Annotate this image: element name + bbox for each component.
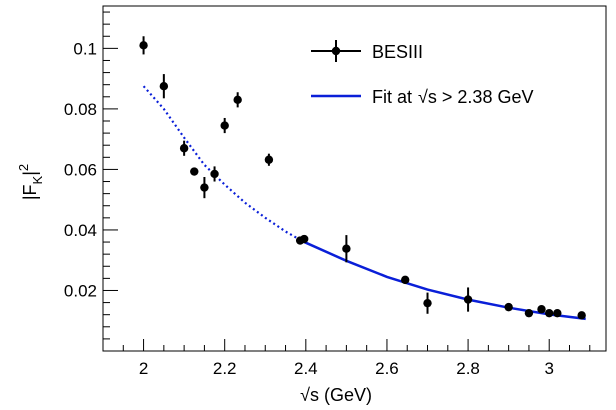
data-point (342, 235, 351, 263)
data-point-marker (190, 167, 199, 176)
data-point-marker (159, 81, 169, 91)
data-point-marker (342, 244, 351, 253)
fit-curve-extrapolated (142, 85, 299, 240)
legend-fit-label: Fit at √s > 2.38 GeV (372, 87, 533, 107)
y-tick-label: 0.04 (64, 221, 97, 240)
x-tick-label: 2.2 (213, 359, 237, 378)
data-point (537, 305, 546, 314)
data-point (577, 311, 586, 320)
data-point-marker (537, 305, 546, 314)
x-axis-label-text: s (GeV) (310, 385, 372, 405)
data-point (463, 287, 473, 312)
legend-besiii-marker (331, 46, 341, 56)
fit-curve-solid (297, 237, 586, 321)
data-point (139, 36, 148, 55)
data-point (264, 153, 274, 166)
data-point (524, 308, 534, 318)
data-point (401, 275, 410, 285)
data-point-marker (504, 302, 513, 312)
y-tick-label: 0.1 (73, 39, 97, 58)
data-points-layer (139, 36, 586, 320)
data-point-marker (401, 275, 410, 285)
legend-entry-fit: Fit at √s > 2.38 GeV (311, 87, 533, 107)
data-point (504, 302, 513, 312)
x-axis-title: √s (GeV) (300, 385, 372, 405)
y-axis-label-base: |F (20, 184, 40, 200)
data-point (159, 74, 169, 99)
y-axis-label-sup: 2 (16, 164, 31, 171)
plot-frame (102, 5, 607, 352)
y-axis-title: |FK|2 (16, 164, 45, 200)
data-point-marker (545, 308, 554, 318)
data-point-marker (179, 144, 189, 153)
x-tick-label: 3 (544, 359, 553, 378)
plot-border (102, 5, 607, 352)
legend-fit-label-head: Fit at (372, 87, 412, 107)
legend-besiii-label: BESIII (372, 42, 423, 62)
data-point-marker (139, 41, 148, 50)
y-axis-label-end: | (20, 171, 40, 176)
data-point-marker (264, 155, 274, 164)
data-point (200, 176, 209, 199)
data-point-marker (210, 169, 219, 179)
data-point (210, 166, 219, 182)
x-tick-label: 2 (139, 359, 148, 378)
data-point-marker (220, 121, 229, 130)
y-tick-label: 0.06 (64, 160, 97, 179)
data-point-marker (423, 298, 432, 308)
data-point-marker (553, 308, 562, 318)
data-point-marker (524, 308, 534, 318)
legend-fit-label-tail: s > 2.38 GeV (428, 87, 534, 107)
data-point (423, 292, 432, 314)
y-tick-label: 0.02 (64, 281, 97, 300)
legend-fit-sqrt-symbol: √ (418, 87, 428, 107)
data-point (179, 140, 189, 156)
x-tick-label: 2.8 (456, 359, 480, 378)
fit-curve-layer (142, 85, 586, 321)
x-tick-label: 2.4 (294, 359, 318, 378)
y-axis-label-sub: K (30, 175, 45, 184)
x-axis-ticks: 2 2.2 2.4 2.6 2.8 3 (102, 339, 591, 378)
y-axis-ticks: 0.02 0.04 0.06 0.08 0.1 (64, 11, 118, 352)
data-point (300, 234, 309, 244)
data-point-marker (463, 295, 473, 304)
data-point-marker (200, 183, 209, 192)
x-tick-label: 2.6 (375, 359, 399, 378)
legend: BESIII Fit at √s > 2.38 GeV (311, 40, 533, 107)
data-point (553, 308, 562, 318)
legend-entry-besiii: BESIII (311, 40, 423, 62)
data-point-marker (577, 311, 586, 320)
y-tick-label: 0.08 (64, 100, 97, 119)
data-point-marker (233, 95, 242, 105)
data-point (545, 308, 554, 318)
data-point (190, 167, 199, 176)
data-point-marker (300, 234, 309, 244)
data-point (233, 92, 242, 108)
x-axis-sqrt-symbol: √ (300, 385, 310, 405)
data-point (220, 117, 229, 134)
